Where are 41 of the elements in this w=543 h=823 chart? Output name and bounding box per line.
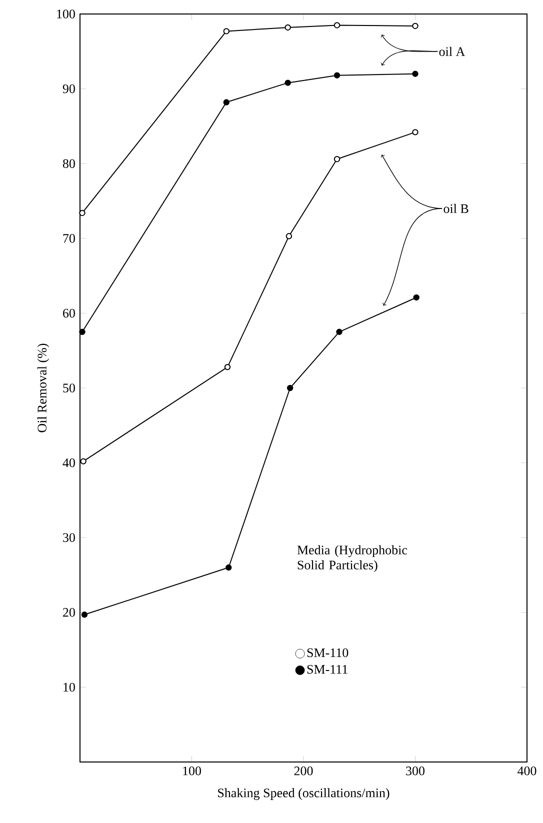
x-tick-label: 300 <box>406 766 424 776</box>
point <box>334 22 340 28</box>
legend-label: SM-111 <box>307 664 348 674</box>
y-tick-label: 60 <box>63 308 75 318</box>
y-tick-label: 70 <box>63 234 75 243</box>
point <box>224 364 231 370</box>
point <box>412 70 418 77</box>
x-tick-label: 400 <box>517 766 536 776</box>
x-tick-label: 100 <box>183 766 201 776</box>
point <box>79 328 86 335</box>
annotation: oil B <box>444 204 468 214</box>
y-tick-label: 50 <box>63 384 75 392</box>
y-tick-label: 20 <box>63 608 75 617</box>
point <box>223 99 230 106</box>
point <box>412 129 418 136</box>
y-tick-label: 10 <box>64 682 75 692</box>
y-tick-label: 40 <box>62 458 75 468</box>
y-tick-label: 80 <box>62 159 75 168</box>
point <box>336 328 342 335</box>
point <box>286 233 292 240</box>
annotation: oil A <box>439 46 466 56</box>
point <box>79 210 86 216</box>
x-axis-title: Shaking Speed (oscillations/min) <box>218 788 390 800</box>
point <box>81 612 88 618</box>
x-tick-label: 200 <box>294 766 313 776</box>
y-tick-label: 100 <box>57 10 75 18</box>
point <box>286 384 294 392</box>
point <box>334 72 340 78</box>
y-axis-title: Oil Removal (%) <box>37 344 50 432</box>
y-tick-label: 90 <box>62 84 75 94</box>
point <box>223 28 230 34</box>
y-tick-label: 30 <box>63 533 75 542</box>
point <box>413 294 420 301</box>
legend-label: SM-110 <box>307 648 348 658</box>
point <box>80 458 86 464</box>
point <box>284 24 291 31</box>
point <box>284 80 291 86</box>
legend-title: Media (Hydrophobic Solid Particles) <box>297 545 408 572</box>
point <box>412 22 418 30</box>
point <box>226 564 232 571</box>
point <box>334 156 340 162</box>
